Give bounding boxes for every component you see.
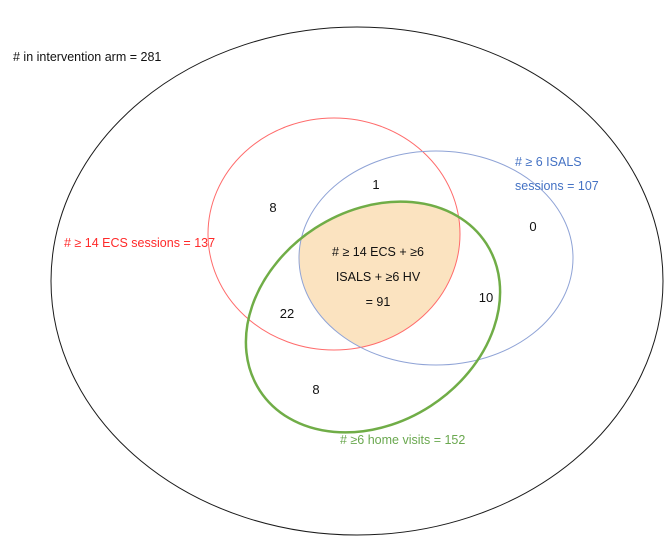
count-isals-home-visits-only: 10 bbox=[479, 290, 493, 305]
count-isals-only: 0 bbox=[529, 219, 536, 234]
count-ecs-home-visits-only: 22 bbox=[280, 306, 294, 321]
triple-intersection-label-line1: # ≥ 14 ECS + ≥6 bbox=[332, 245, 424, 259]
triple-intersection-label-line2: ISALS + ≥6 HV bbox=[336, 270, 421, 284]
count-ecs-only: 8 bbox=[269, 200, 276, 215]
home-visits-label: # ≥6 home visits = 152 bbox=[340, 433, 465, 447]
isals-sessions-label-line1: # ≥ 6 ISALS bbox=[515, 155, 582, 169]
triple-intersection-label-line3: = 91 bbox=[366, 295, 391, 309]
count-home-visits-only: 8 bbox=[312, 382, 319, 397]
intervention-arm-ellipse bbox=[50, 26, 664, 536]
ecs-sessions-ellipse bbox=[207, 117, 461, 351]
isals-sessions-label-line2: sessions = 107 bbox=[515, 179, 599, 193]
intervention-arm-label: # in intervention arm = 281 bbox=[13, 50, 161, 64]
home-visits-ellipse bbox=[244, 200, 502, 434]
ecs-sessions-label: # ≥ 14 ECS sessions = 137 bbox=[64, 236, 215, 250]
count-ecs-isals-only: 1 bbox=[372, 177, 379, 192]
isals-sessions-ellipse bbox=[298, 150, 574, 366]
